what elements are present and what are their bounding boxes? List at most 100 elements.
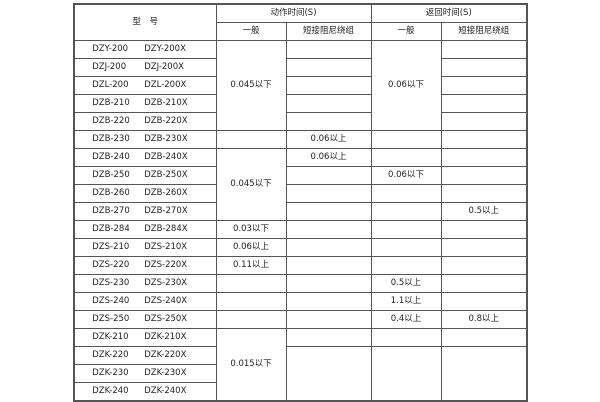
action-short-winding-cell — [285, 40, 372, 59]
action-short-winding-cell — [285, 58, 372, 77]
return-general-cell — [370, 328, 442, 347]
model-code-x: DZJ-200X — [144, 62, 184, 72]
model-code-x: DZB-270X — [144, 206, 188, 216]
model-code: DZK-220 — [92, 350, 129, 360]
return-short-winding-cell — [440, 256, 528, 275]
return-short-winding-cell — [440, 274, 528, 293]
return-general-cell — [370, 202, 442, 221]
model-code: DZB-210 — [92, 98, 130, 108]
model-code: DZL-200 — [92, 80, 129, 90]
action-short-winding-cell — [285, 310, 372, 329]
model-cell: DZS-210 DZS-210X — [73, 238, 217, 257]
table-row: DZS-240 DZS-240X 1.1以上 — [73, 292, 528, 311]
return-general-cell: 0.06以下 — [370, 166, 442, 185]
table-row: DZS-210 DZS-210X 0.06以上 — [73, 238, 528, 257]
model-code: DZS-230 — [92, 278, 130, 288]
model-cell: DZS-240 DZS-240X — [73, 292, 217, 311]
table-row: DZS-220 DZS-220X 0.11以上 — [73, 256, 528, 275]
model-cell: DZB-270 DZB-270X — [73, 202, 217, 221]
model-code-x: DZB-210X — [144, 98, 188, 108]
action-short-winding-cell — [285, 328, 372, 347]
return-general-cell — [370, 346, 442, 402]
action-general-cell — [215, 292, 287, 311]
return-general-cell: 0.06以下 — [370, 40, 442, 131]
model-code: DZB-230 — [92, 134, 130, 144]
model-cell: DZK-230 DZK-230X — [73, 364, 217, 383]
return-short-winding-cell: 0.5以上 — [440, 202, 528, 221]
action-short-winding-cell: 0.06以上 — [285, 148, 372, 167]
model-code-x: DZS-210X — [144, 242, 188, 252]
table-row: DZB-260 DZB-260X — [73, 184, 528, 203]
model-code: DZK-210 — [92, 332, 129, 342]
action-short-winding-cell: 0.06以上 — [285, 130, 372, 149]
model-cell: DZB-210 DZB-210X — [73, 94, 217, 113]
header-action-general: 一般 — [215, 22, 287, 41]
table-row: DZB-240 DZB-240X 0.045以下 0.06以上 — [73, 148, 528, 221]
return-short-winding-cell — [440, 292, 528, 311]
return-general-cell — [370, 238, 442, 257]
model-code: DZB-220 — [92, 116, 130, 126]
return-short-winding-cell — [440, 130, 528, 149]
header-return-time: 返回时间(S) — [370, 3, 528, 23]
table-row: DZB-270 DZB-270X 0.5以上 — [73, 202, 528, 221]
model-code-x: DZK-210X — [144, 332, 187, 342]
return-short-winding-cell — [440, 94, 528, 113]
model-cell: DZB-260 DZB-260X — [73, 184, 217, 203]
model-cell: DZS-230 DZS-230X — [73, 274, 217, 293]
header-action-short-winding: 短接阻尼绕组 — [285, 22, 372, 41]
action-short-winding-cell — [285, 274, 372, 293]
action-general-cell: 0.045以下 — [215, 148, 287, 221]
return-short-winding-cell: 0.8以上 — [440, 310, 528, 329]
model-code-x: DZB-260X — [144, 188, 188, 198]
return-general-cell — [370, 130, 442, 149]
action-general-cell: 0.03以下 — [215, 220, 287, 239]
return-general-cell — [370, 184, 442, 203]
return-short-winding-cell — [440, 148, 528, 167]
return-short-winding-cell — [440, 76, 528, 95]
model-code: DZB-240 — [92, 152, 130, 162]
model-cell: DZK-220 DZK-220X — [73, 346, 217, 365]
model-code: DZK-240 — [92, 386, 129, 396]
return-short-winding-cell — [440, 166, 528, 185]
model-cell: DZB-240 DZB-240X — [73, 148, 217, 167]
model-code: DZK-230 — [92, 368, 129, 378]
action-general-cell: 0.015以下 — [215, 328, 287, 402]
action-general-cell: 0.11以上 — [215, 256, 287, 275]
action-short-winding-cell — [285, 292, 372, 311]
action-general-cell — [215, 274, 287, 293]
action-short-winding-cell — [285, 220, 372, 239]
table-row: DZS-230 DZS-230X 0.5以上 — [73, 274, 528, 293]
model-cell: DZS-220 DZS-220X — [73, 256, 217, 275]
return-short-winding-cell — [440, 328, 528, 347]
table-row: DZB-210 DZB-210X — [73, 94, 528, 113]
model-code-x: DZS-250X — [144, 314, 188, 324]
action-general-cell — [215, 130, 287, 149]
return-general-cell: 0.5以上 — [370, 274, 442, 293]
action-short-winding-cell — [285, 256, 372, 275]
header-return-short-winding: 短接阻尼绕组 — [440, 22, 528, 41]
action-short-winding-cell — [285, 166, 372, 185]
model-code-x: DZB-284X — [144, 224, 188, 234]
model-code-x: DZK-240X — [144, 386, 187, 396]
model-code: DZB-270 — [92, 206, 130, 216]
model-code: DZY-200 — [92, 44, 129, 54]
header-return-general: 一般 — [370, 22, 442, 41]
model-code-x: DZK-220X — [144, 350, 187, 360]
header-model: 型 号 — [73, 3, 217, 41]
model-code: DZB-260 — [92, 188, 130, 198]
model-code: DZJ-200 — [92, 62, 127, 72]
return-general-cell: 0.4以上 — [370, 310, 442, 329]
table-row: DZB-220 DZB-220X — [73, 112, 528, 131]
model-cell: DZB-284 DZB-284X — [73, 220, 217, 239]
table-row: DZB-250 DZB-250X 0.06以下 — [73, 166, 528, 185]
return-general-cell — [370, 256, 442, 275]
model-code-x: DZY-200X — [144, 44, 186, 54]
return-short-winding-cell — [440, 184, 528, 203]
table-row: DZJ-200 DZJ-200X — [73, 58, 528, 77]
model-code-x: DZB-250X — [144, 170, 188, 180]
return-general-cell — [370, 220, 442, 239]
action-general-cell: 0.045以下 — [215, 40, 287, 131]
table-row: DZY-200 DZY-200X 0.045以下 0.06以下 — [73, 40, 528, 131]
header-action-time: 动作时间(S) — [215, 3, 372, 23]
model-code-x: DZS-240X — [144, 296, 188, 306]
